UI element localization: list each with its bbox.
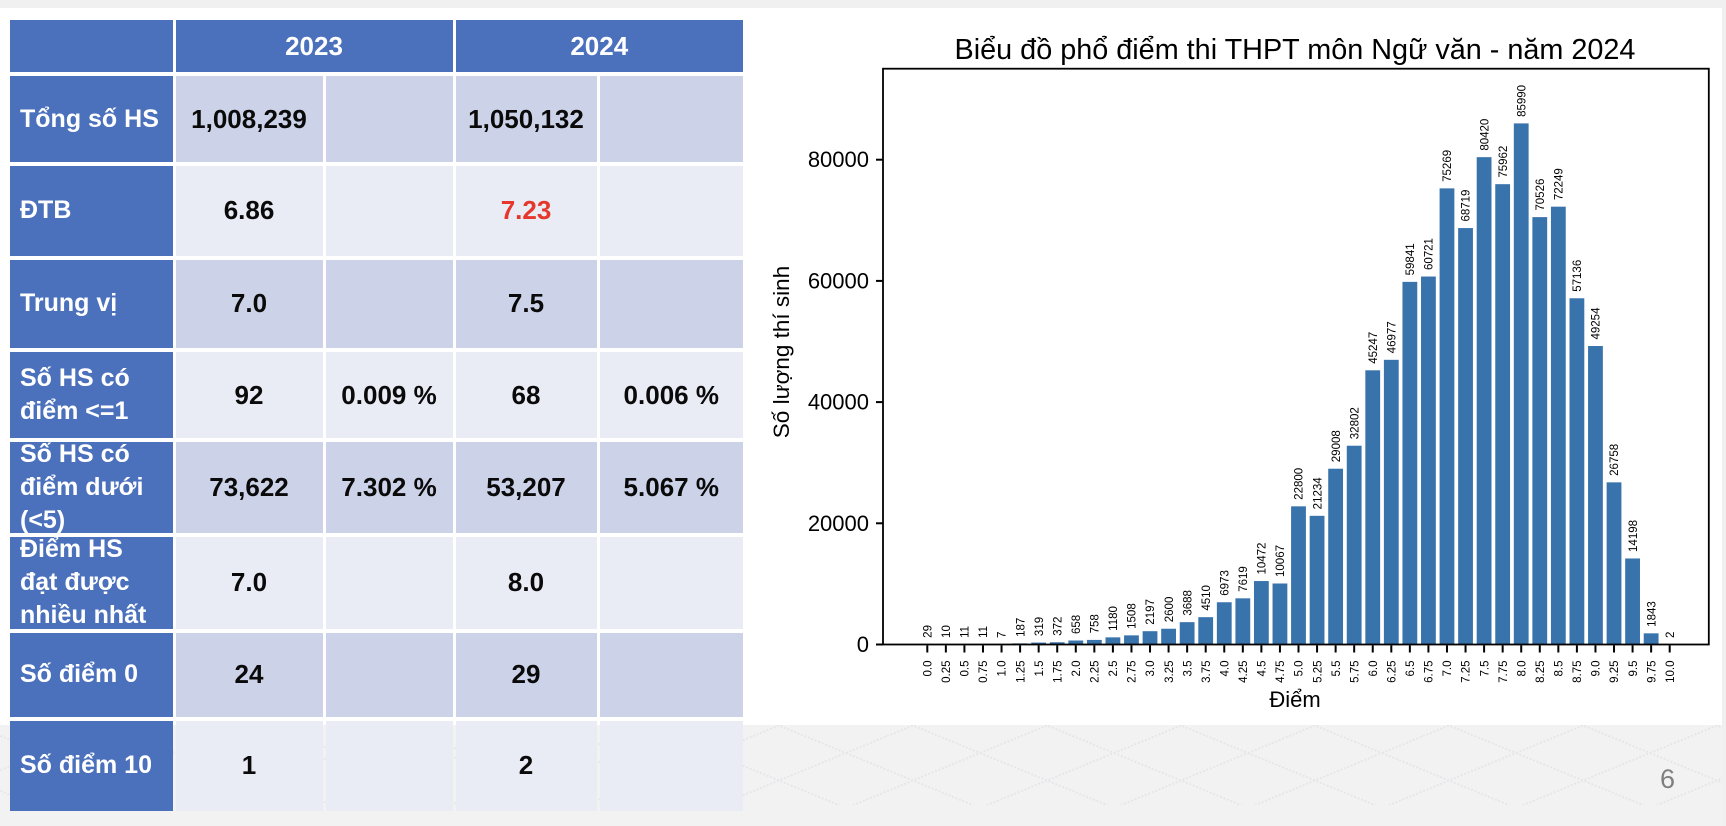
svg-text:72249: 72249 [1554,168,1566,200]
svg-text:8.5: 8.5 [1554,661,1566,677]
svg-text:372: 372 [1052,617,1064,636]
svg-text:5.0: 5.0 [1294,661,1306,677]
svg-text:5.75: 5.75 [1349,661,1361,683]
svg-text:20000: 20000 [808,511,869,536]
svg-text:57136: 57136 [1572,260,1584,292]
svg-text:2600: 2600 [1164,597,1176,623]
svg-text:319: 319 [1034,617,1046,636]
svg-text:6.0: 6.0 [1368,661,1380,677]
svg-text:8.75: 8.75 [1572,661,1584,683]
svg-text:Biểu đồ phổ điểm thi THPT môn: Biểu đồ phổ điểm thi THPT môn Ngữ văn - … [955,34,1636,66]
svg-text:68719: 68719 [1461,190,1473,222]
svg-text:3.75: 3.75 [1201,661,1213,683]
svg-text:2.25: 2.25 [1090,661,1102,683]
svg-text:9.0: 9.0 [1591,661,1603,677]
svg-text:10.0: 10.0 [1665,661,1677,683]
svg-text:4510: 4510 [1201,585,1213,611]
svg-text:3.0: 3.0 [1145,661,1157,677]
svg-text:80000: 80000 [808,147,869,172]
svg-text:49254: 49254 [1591,307,1603,340]
svg-text:3.25: 3.25 [1164,661,1176,683]
svg-text:4.75: 4.75 [1275,661,1287,683]
svg-text:0.5: 0.5 [960,661,972,677]
svg-text:4.5: 4.5 [1257,661,1269,677]
svg-text:7.0: 7.0 [1442,661,1454,677]
svg-text:758: 758 [1090,614,1102,633]
svg-text:6.5: 6.5 [1405,661,1417,677]
svg-text:0.0: 0.0 [923,661,935,677]
svg-text:59841: 59841 [1405,243,1417,275]
svg-text:29008: 29008 [1331,430,1343,462]
svg-text:1.5: 1.5 [1034,661,1046,677]
svg-text:1.75: 1.75 [1052,661,1064,683]
svg-text:3688: 3688 [1182,590,1194,616]
svg-text:2197: 2197 [1145,599,1157,625]
svg-text:45247: 45247 [1368,332,1380,364]
svg-text:2: 2 [1665,632,1677,638]
svg-text:Điểm: Điểm [1269,687,1320,712]
svg-text:0.25: 0.25 [941,661,953,683]
svg-text:29: 29 [923,625,935,638]
svg-text:46977: 46977 [1387,321,1399,353]
svg-text:658: 658 [1071,615,1083,634]
svg-text:1180: 1180 [1108,606,1120,631]
svg-text:0: 0 [857,632,869,657]
svg-text:6.25: 6.25 [1387,661,1399,683]
svg-text:9.5: 9.5 [1628,661,1640,677]
svg-text:11: 11 [978,626,990,638]
svg-text:26758: 26758 [1609,444,1621,476]
svg-text:60000: 60000 [808,268,869,293]
svg-text:70526: 70526 [1535,179,1547,211]
svg-text:5.25: 5.25 [1312,661,1324,683]
svg-text:80420: 80420 [1479,119,1491,151]
svg-text:187: 187 [1015,618,1027,637]
svg-text:1.0: 1.0 [997,661,1009,677]
svg-text:85990: 85990 [1516,85,1528,117]
svg-text:14198: 14198 [1628,520,1640,552]
svg-text:4.0: 4.0 [1219,661,1231,677]
svg-text:7.75: 7.75 [1498,661,1510,683]
svg-text:11: 11 [960,626,972,638]
svg-text:7: 7 [997,632,1009,638]
svg-text:10067: 10067 [1275,545,1287,577]
svg-text:8.0: 8.0 [1516,661,1528,677]
svg-text:10: 10 [941,625,953,638]
svg-text:1843: 1843 [1646,601,1658,627]
svg-text:9.25: 9.25 [1609,661,1621,683]
svg-text:21234: 21234 [1312,477,1324,510]
svg-text:7.25: 7.25 [1461,661,1473,683]
svg-text:2.75: 2.75 [1127,661,1139,683]
svg-text:9.75: 9.75 [1646,661,1658,683]
svg-text:2.5: 2.5 [1108,661,1120,677]
svg-text:7.5: 7.5 [1479,661,1491,677]
svg-text:6973: 6973 [1219,570,1231,596]
svg-text:2.0: 2.0 [1071,661,1083,677]
svg-text:75962: 75962 [1498,146,1510,178]
svg-text:4.25: 4.25 [1238,661,1250,683]
svg-text:0.75: 0.75 [978,661,990,683]
svg-text:10472: 10472 [1257,543,1269,575]
svg-text:22800: 22800 [1294,468,1306,500]
svg-text:6.75: 6.75 [1424,661,1436,683]
svg-text:40000: 40000 [808,390,869,415]
svg-text:60721: 60721 [1424,238,1436,270]
svg-text:Số lượng thí sinh: Số lượng thí sinh [769,266,794,438]
svg-text:8.25: 8.25 [1535,661,1547,683]
svg-text:1.25: 1.25 [1015,661,1027,683]
svg-text:1508: 1508 [1127,603,1139,629]
svg-text:75269: 75269 [1442,150,1454,182]
svg-text:5.5: 5.5 [1331,661,1343,677]
svg-text:3.5: 3.5 [1182,661,1194,677]
svg-text:7619: 7619 [1238,566,1250,592]
svg-text:32802: 32802 [1349,407,1361,439]
